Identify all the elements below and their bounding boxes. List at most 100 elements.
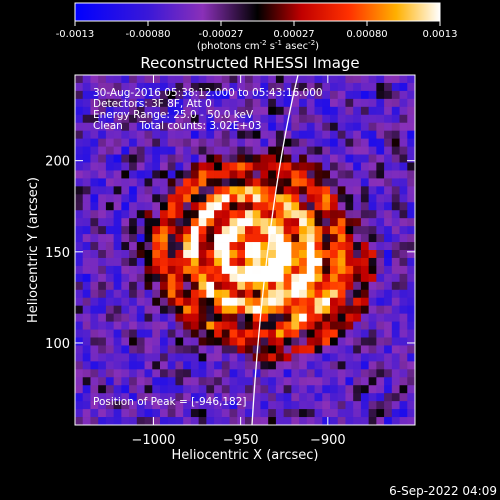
image-pixel bbox=[152, 393, 161, 402]
image-pixel bbox=[384, 106, 393, 116]
image-pixel bbox=[275, 265, 285, 275]
image-pixel bbox=[113, 361, 122, 370]
image-pixel bbox=[376, 393, 385, 402]
image-pixel bbox=[407, 106, 415, 116]
image-pixel bbox=[299, 82, 308, 92]
image-pixel bbox=[399, 138, 408, 147]
image-pixel bbox=[353, 218, 362, 227]
image-pixel bbox=[345, 178, 354, 187]
image-pixel bbox=[275, 305, 285, 315]
image-pixel bbox=[214, 138, 223, 147]
image-pixel bbox=[368, 114, 377, 124]
image-pixel bbox=[82, 106, 91, 116]
units-exp: -2 bbox=[260, 39, 267, 47]
image-pixel bbox=[190, 154, 200, 163]
image-pixel bbox=[90, 138, 99, 147]
image-pixel bbox=[291, 186, 300, 195]
image-pixel bbox=[399, 281, 408, 291]
image-pixel bbox=[391, 114, 400, 124]
image-pixel bbox=[345, 257, 354, 267]
image-pixel bbox=[384, 194, 393, 203]
image-pixel bbox=[129, 377, 138, 386]
image-pixel bbox=[407, 329, 415, 338]
image-pixel bbox=[129, 226, 138, 235]
image-pixel bbox=[229, 130, 238, 140]
image-pixel bbox=[198, 337, 207, 346]
image-pixel bbox=[214, 210, 223, 219]
image-pixel bbox=[136, 122, 145, 132]
image-pixel bbox=[82, 218, 91, 227]
image-pixel bbox=[144, 194, 153, 203]
image-pixel bbox=[283, 242, 292, 251]
image-pixel bbox=[206, 250, 215, 259]
image-pixel bbox=[198, 329, 207, 338]
image-pixel bbox=[152, 242, 161, 251]
image-pixel bbox=[407, 82, 415, 92]
image-pixel bbox=[206, 417, 215, 425]
image-pixel bbox=[175, 170, 184, 179]
image-pixel bbox=[214, 305, 223, 315]
image-pixel bbox=[221, 114, 230, 124]
image-pixel bbox=[237, 337, 246, 346]
image-pixel bbox=[105, 377, 115, 386]
image-pixel bbox=[129, 257, 138, 267]
image-pixel bbox=[221, 242, 230, 251]
image-pixel bbox=[183, 106, 192, 116]
colorbar-ticks bbox=[74, 21, 441, 26]
image-pixel bbox=[98, 409, 107, 418]
image-pixel bbox=[314, 353, 323, 362]
image-pixel bbox=[407, 122, 415, 132]
image-pixel bbox=[283, 377, 292, 386]
image-pixel bbox=[160, 393, 169, 402]
image-pixel bbox=[376, 265, 385, 275]
image-pixel bbox=[252, 297, 261, 307]
image-pixel bbox=[407, 401, 415, 410]
image-pixel bbox=[376, 90, 385, 100]
image-pixel bbox=[283, 226, 292, 235]
image-pixel bbox=[268, 337, 277, 346]
image-pixel bbox=[221, 417, 230, 425]
image-pixel bbox=[190, 345, 200, 354]
image-pixel bbox=[160, 234, 169, 243]
units-exp: -2 bbox=[308, 39, 315, 47]
image-pixel bbox=[322, 257, 331, 267]
image-pixel bbox=[275, 90, 285, 100]
image-pixel bbox=[322, 265, 331, 275]
image-pixel bbox=[214, 186, 223, 195]
image-pixel bbox=[252, 369, 261, 378]
image-pixel bbox=[306, 130, 315, 140]
image-pixel bbox=[337, 210, 346, 219]
image-pixel bbox=[384, 257, 393, 267]
image-pixel bbox=[206, 242, 215, 251]
image-pixel bbox=[98, 401, 107, 410]
image-pixel bbox=[314, 202, 323, 211]
image-pixel bbox=[314, 321, 323, 330]
image-pixel bbox=[206, 265, 215, 275]
image-pixel bbox=[275, 186, 285, 195]
image-pixel bbox=[353, 369, 362, 378]
image-pixel bbox=[345, 162, 354, 171]
image-pixel bbox=[291, 289, 300, 299]
image-pixel bbox=[136, 313, 145, 322]
image-pixel bbox=[229, 242, 238, 251]
image-pixel bbox=[345, 385, 354, 394]
image-pixel bbox=[260, 313, 269, 322]
image-pixel bbox=[206, 329, 215, 338]
image-pixel bbox=[314, 409, 323, 418]
image-pixel bbox=[299, 257, 308, 267]
units-part: s bbox=[267, 41, 275, 52]
image-pixel bbox=[105, 353, 115, 362]
image-pixel bbox=[136, 353, 145, 362]
image-pixel bbox=[252, 210, 261, 219]
image-pixel bbox=[183, 138, 192, 147]
image-pixel bbox=[152, 146, 161, 155]
image-pixel bbox=[152, 226, 161, 235]
image-pixel bbox=[384, 122, 393, 132]
image-pixel bbox=[152, 170, 161, 179]
image-pixel bbox=[160, 257, 169, 267]
image-pixel bbox=[121, 289, 130, 299]
image-pixel bbox=[283, 305, 292, 315]
image-pixel bbox=[245, 353, 254, 362]
image-pixel bbox=[306, 82, 315, 92]
image-pixel bbox=[314, 393, 323, 402]
